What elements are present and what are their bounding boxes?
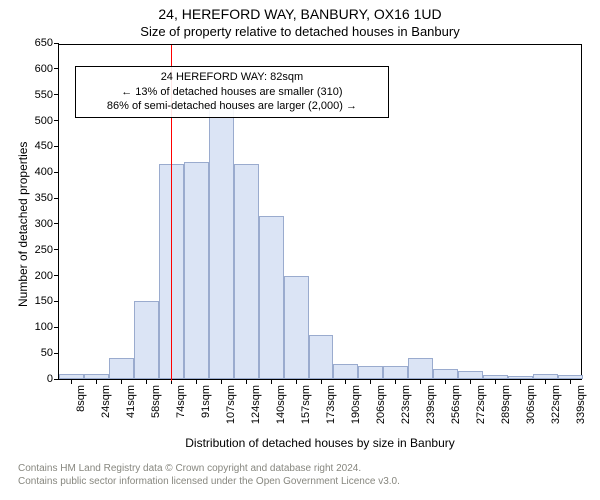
y-tick-mark [54, 94, 59, 95]
x-tick-mark [296, 379, 297, 384]
histogram-bar [458, 371, 483, 379]
x-tick-label: 206sqm [375, 385, 387, 424]
x-tick-mark [121, 379, 122, 384]
x-tick-label: 41sqm [125, 385, 137, 418]
histogram-bar [209, 105, 234, 379]
x-tick-mark [495, 379, 496, 384]
y-tick-mark [54, 249, 59, 250]
chart-container: 24, HEREFORD WAY, BANBURY, OX16 1UD Size… [0, 0, 600, 500]
x-tick-label: 339sqm [575, 385, 587, 424]
y-tick-label: 350 [35, 192, 53, 204]
footer-line: Contains public sector information licen… [18, 475, 400, 488]
x-tick-mark [146, 379, 147, 384]
y-tick-label: 600 [35, 63, 53, 75]
y-tick-label: 450 [35, 140, 53, 152]
x-tick-label: 58sqm [150, 385, 162, 418]
y-tick-mark [54, 146, 59, 147]
y-tick-label: 500 [35, 115, 53, 127]
y-axis-label: Number of detached properties [16, 142, 30, 307]
x-tick-mark [196, 379, 197, 384]
x-tick-label: 91sqm [200, 385, 212, 418]
x-tick-label: 157sqm [300, 385, 312, 424]
x-tick-mark [96, 379, 97, 384]
y-tick-label: 250 [35, 244, 53, 256]
y-tick-mark [54, 68, 59, 69]
x-tick-label: 306sqm [525, 385, 537, 424]
y-tick-mark [54, 198, 59, 199]
x-tick-mark [395, 379, 396, 384]
page-subtitle: Size of property relative to detached ho… [0, 24, 600, 39]
annotation-line: 24 HEREFORD WAY: 82sqm [84, 70, 380, 85]
x-tick-mark [370, 379, 371, 384]
x-tick-label: 8sqm [75, 385, 87, 412]
y-tick-mark [54, 275, 59, 276]
annotation-line: ← 13% of detached houses are smaller (31… [84, 85, 380, 100]
x-tick-mark [545, 379, 546, 384]
x-tick-mark [570, 379, 571, 384]
y-tick-label: 100 [35, 321, 53, 333]
y-tick-label: 650 [35, 37, 53, 49]
histogram-bar [109, 358, 134, 379]
x-tick-label: 107sqm [225, 385, 237, 424]
x-tick-mark [271, 379, 272, 384]
x-tick-label: 24sqm [100, 385, 112, 418]
x-tick-label: 272sqm [475, 385, 487, 424]
y-tick-mark [54, 223, 59, 224]
histogram-bar [383, 366, 408, 379]
y-tick-mark [54, 120, 59, 121]
x-tick-label: 256sqm [450, 385, 462, 424]
x-tick-mark [420, 379, 421, 384]
histogram-bar [309, 335, 334, 379]
x-tick-label: 289sqm [500, 385, 512, 424]
x-tick-mark [71, 379, 72, 384]
x-tick-label: 190sqm [350, 385, 362, 424]
x-tick-mark [445, 379, 446, 384]
y-tick-label: 400 [35, 166, 53, 178]
y-tick-mark [54, 172, 59, 173]
x-tick-mark [221, 379, 222, 384]
y-tick-mark [54, 43, 59, 44]
annotation-line: 86% of semi-detached houses are larger (… [84, 99, 380, 114]
y-tick-label: 150 [35, 295, 53, 307]
histogram-bar [259, 216, 284, 379]
x-tick-mark [520, 379, 521, 384]
y-tick-label: 0 [47, 373, 53, 385]
y-tick-label: 300 [35, 218, 53, 230]
x-tick-label: 124sqm [250, 385, 262, 424]
histogram-bar [184, 162, 209, 379]
x-tick-mark [321, 379, 322, 384]
histogram-bar [433, 369, 458, 379]
x-tick-label: 140sqm [275, 385, 287, 424]
histogram-bar [134, 301, 159, 379]
x-tick-label: 173sqm [325, 385, 337, 424]
y-tick-mark [54, 301, 59, 302]
annotation-box: 24 HEREFORD WAY: 82sqm← 13% of detached … [75, 66, 389, 119]
footer-line: Contains HM Land Registry data © Crown c… [18, 462, 400, 475]
x-axis-label: Distribution of detached houses by size … [58, 436, 582, 450]
histogram-bar [358, 366, 383, 379]
y-tick-label: 50 [41, 347, 53, 359]
y-tick-label: 550 [35, 89, 53, 101]
x-tick-label: 74sqm [175, 385, 187, 418]
x-tick-label: 223sqm [400, 385, 412, 424]
y-tick-mark [54, 353, 59, 354]
x-tick-mark [470, 379, 471, 384]
x-tick-label: 239sqm [425, 385, 437, 424]
histogram-bar [234, 164, 259, 379]
y-tick-label: 200 [35, 270, 53, 282]
x-tick-mark [246, 379, 247, 384]
histogram-bar [408, 358, 433, 379]
y-tick-mark [54, 327, 59, 328]
x-tick-mark [345, 379, 346, 384]
histogram-bar [333, 364, 358, 380]
footer-attribution: Contains HM Land Registry data © Crown c… [18, 462, 400, 488]
plot-area: 0501001502002503003504004505005506006508… [58, 44, 582, 380]
page-title: 24, HEREFORD WAY, BANBURY, OX16 1UD [0, 6, 600, 22]
histogram-bar [284, 276, 309, 379]
x-tick-label: 322sqm [550, 385, 562, 424]
